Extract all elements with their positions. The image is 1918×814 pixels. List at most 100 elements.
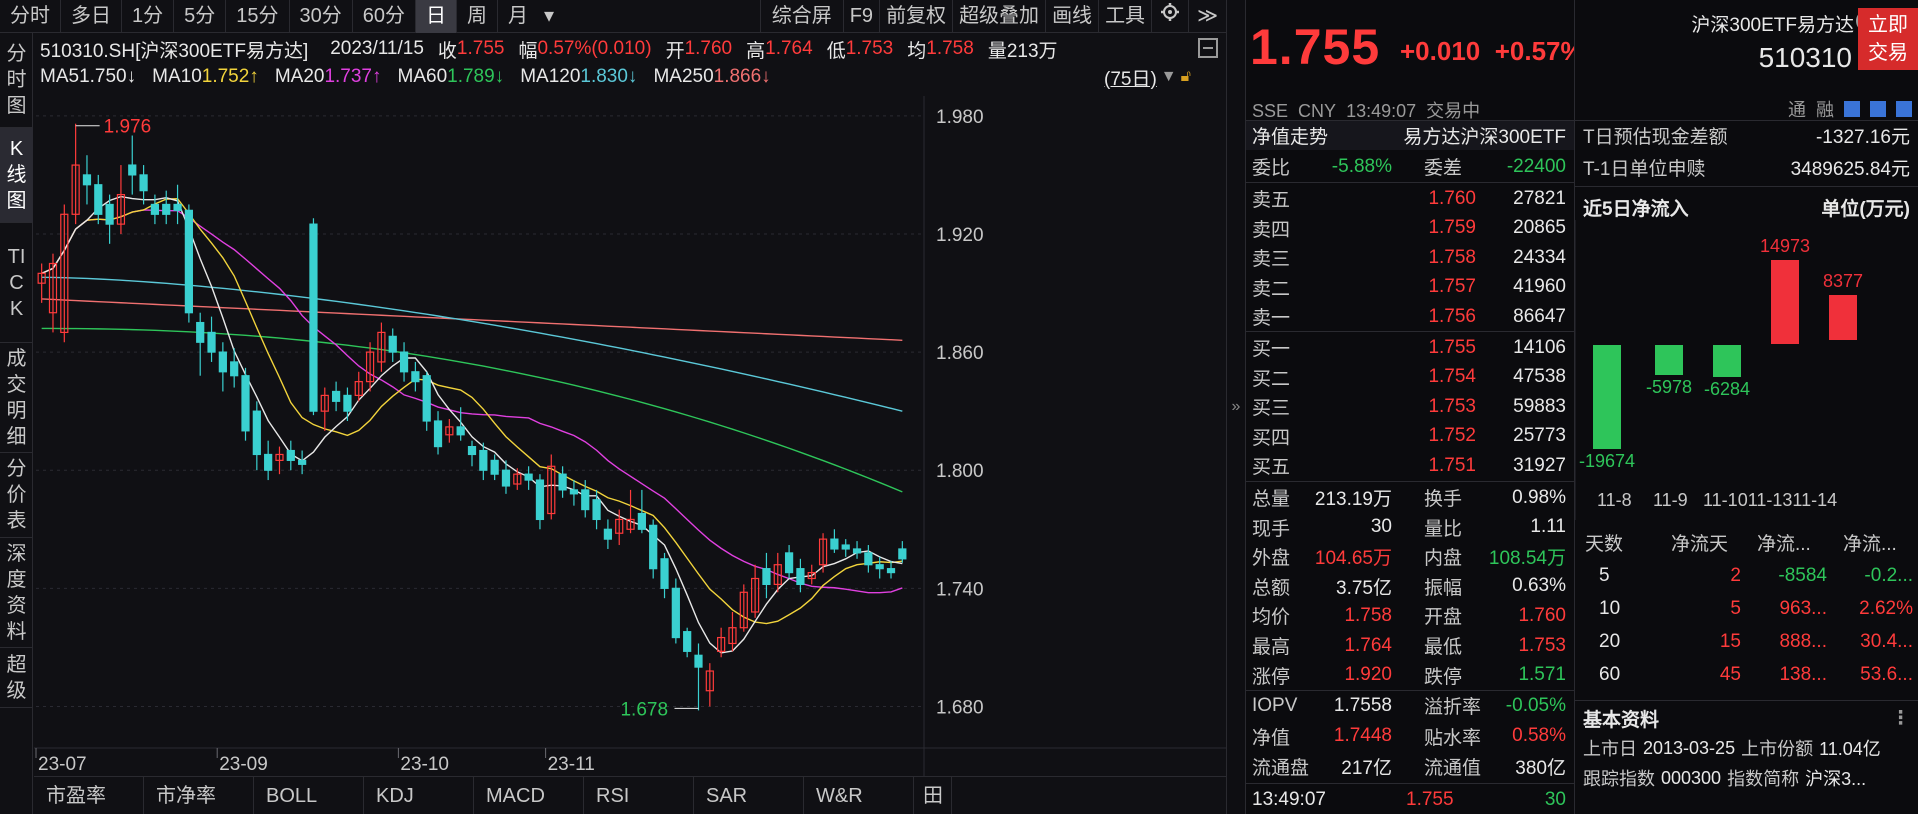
ask-row-1[interactable]: 卖四 1.759 20865 xyxy=(1246,214,1574,243)
more-button[interactable]: ≫ xyxy=(1188,0,1226,33)
indicator-tab-5[interactable]: RSI xyxy=(584,776,694,814)
side-tab-0[interactable]: 分时图 xyxy=(0,33,33,128)
candle-body xyxy=(807,571,816,580)
bid-row-4[interactable]: 买五 1.751 31927 xyxy=(1246,451,1574,480)
period-4[interactable]: 15分 xyxy=(225,0,288,33)
bid-row-3[interactable]: 买四 1.752 25773 xyxy=(1246,422,1574,451)
candle-body xyxy=(773,564,782,586)
candle-body xyxy=(433,420,443,448)
ask-row-0[interactable]: 卖五 1.760 27821 xyxy=(1246,184,1574,213)
indicator-tab-3[interactable]: KDJ xyxy=(364,776,474,814)
bid-row-1[interactable]: 买二 1.754 47538 xyxy=(1246,363,1574,392)
candle-body xyxy=(71,164,80,215)
indicator-tabs: 市盈率 市净率 BOLL KDJ MACD RSI SAR W&R 田 xyxy=(34,776,1226,814)
period-9[interactable]: 月 xyxy=(497,0,538,33)
candle-body xyxy=(264,453,273,471)
period-5[interactable]: 30分 xyxy=(288,0,352,33)
period-0[interactable]: 分时 xyxy=(10,4,50,27)
flow-bar xyxy=(1593,345,1621,449)
period-8[interactable]: 周 xyxy=(456,0,497,33)
side-tab-4[interactable]: 分价表 xyxy=(0,453,33,538)
period-7[interactable]: 日 xyxy=(415,0,456,33)
period-1[interactable]: 多日 xyxy=(60,0,121,33)
bid-volume: 47538 xyxy=(1513,366,1566,388)
bid-price: 1.753 xyxy=(1428,395,1476,417)
period-6[interactable]: 60分 xyxy=(351,0,415,33)
adjust-button[interactable]: 前复权 xyxy=(879,0,952,33)
trade-now-label: 立即交易 xyxy=(1868,14,1908,64)
flow-cell: 5 xyxy=(1599,564,1610,586)
low-value: 1.753 xyxy=(845,38,894,59)
y-tick-label: 1.800 xyxy=(936,461,984,482)
nav-trend-row[interactable]: 净值走势 易方达沪深300ETF xyxy=(1246,121,1574,150)
symbol-label: 510310.SH[沪深300ETF易方达] xyxy=(40,40,309,62)
trade-status-line: SSE CNY 13:49:07 交易中 xyxy=(1252,97,1480,123)
composite-screen-button[interactable]: 综合屏 xyxy=(759,0,843,33)
bid-row-0[interactable]: 买一 1.755 14106 xyxy=(1246,333,1574,362)
stats2-label1: 流通盘 xyxy=(1252,758,1310,779)
flow-cell: 5 xyxy=(1730,597,1741,619)
draw-line-button[interactable]: 画线 xyxy=(1045,0,1098,33)
indicator-tab-4[interactable]: MACD xyxy=(474,776,584,814)
side-tab-5[interactable]: 深度资料 xyxy=(0,538,33,648)
minus-box-icon[interactable] xyxy=(1198,38,1218,58)
basic-cell: 沪深3... xyxy=(1805,769,1867,789)
trade-now-button[interactable]: 立即交易 xyxy=(1858,8,1918,70)
avg-label: 均 xyxy=(907,40,927,62)
indicator-tab-2[interactable]: BOLL xyxy=(254,776,364,814)
flow-table-head: 天数 净流天 净流... 净流... xyxy=(1575,526,1918,559)
side-tab-3[interactable]: 成交明细 xyxy=(0,343,33,453)
days-selector[interactable]: (75日) ▼ 🔓︎ xyxy=(1104,64,1191,90)
basic-cell: 2013-03-25 xyxy=(1643,737,1736,758)
basic-info-row: 上市日 2013-03-25 上市份额 11.04亿 xyxy=(1583,734,1910,762)
stats-label2: 量比 xyxy=(1424,518,1463,540)
candle-body xyxy=(82,174,92,186)
f9-button[interactable]: F9 xyxy=(842,0,879,33)
quote-pane: 1.755 +0.010 +0.57% SSE CNY 13:49:07 交易中… xyxy=(1246,0,1584,814)
indicator-tab-8[interactable]: 田 xyxy=(914,776,952,814)
tong-label: 通 xyxy=(1788,100,1806,120)
bid-price: 1.754 xyxy=(1428,366,1476,388)
x-tick-label: 23-10 xyxy=(400,754,449,775)
candle-body xyxy=(501,469,511,487)
more-dots-icon[interactable]: ⋮ xyxy=(1891,707,1910,729)
side-tab-1[interactable]: K线图 xyxy=(0,128,33,223)
period-3[interactable]: 5分 xyxy=(173,0,225,33)
side-tab-6[interactable]: 超级 xyxy=(0,648,33,708)
candle-body xyxy=(128,164,137,176)
tools-button[interactable]: 工具 xyxy=(1098,0,1151,33)
period-2[interactable]: 1分 xyxy=(121,0,173,33)
bid-volume: 31927 xyxy=(1513,454,1566,476)
open-value: 1.760 xyxy=(684,38,733,59)
ma-value-3: 1.789↓ xyxy=(447,66,505,87)
stats-label2: 开盘 xyxy=(1424,607,1463,629)
flow-head-1: 净流天 xyxy=(1671,534,1729,555)
stats-label2: 内盘 xyxy=(1424,548,1463,570)
flow-bar-label: 14973 xyxy=(1760,236,1810,256)
kline-chart[interactable]: 1.980 1.920 1.860 1.800 1.740 1.680 1.976 1.678… xyxy=(34,96,1226,776)
indicator-tab-0[interactable]: 市盈率 xyxy=(34,776,144,814)
gear-icon[interactable] xyxy=(1151,0,1188,33)
indicator-tab-1[interactable]: 市净率 xyxy=(144,776,254,814)
side-tab-2[interactable]: TICK xyxy=(0,223,33,343)
period-dropdown[interactable]: ▾ xyxy=(544,4,555,27)
candle-body xyxy=(581,489,590,511)
indicator-tab-6[interactable]: SAR xyxy=(694,776,804,814)
edit-icon[interactable] xyxy=(1844,101,1860,117)
collapse-handle[interactable]: » xyxy=(1226,0,1246,814)
candle-body xyxy=(875,564,884,570)
ask-row-4[interactable]: 卖一 1.756 86647 xyxy=(1246,302,1574,331)
stats-label1: 总量 xyxy=(1252,489,1291,510)
plus-icon[interactable] xyxy=(1896,101,1912,117)
ask-price: 1.759 xyxy=(1428,217,1476,239)
stats-row-4: 均价 1.758 开盘 1.760 xyxy=(1246,601,1574,630)
ask-row-3[interactable]: 卖二 1.757 41960 xyxy=(1246,273,1574,302)
stats-label2: 最低 xyxy=(1424,637,1463,658)
stats2-value1: 1.7448 xyxy=(1333,725,1392,746)
ask-row-2[interactable]: 卖三 1.758 24334 xyxy=(1246,243,1574,272)
minus-icon[interactable] xyxy=(1870,101,1886,117)
bid-row-2[interactable]: 买三 1.753 59883 xyxy=(1246,392,1574,421)
overlay-button[interactable]: 超级叠加 xyxy=(952,0,1045,33)
indicator-tab-7[interactable]: W&R xyxy=(804,776,914,814)
ask-label: 卖三 xyxy=(1252,249,1291,271)
